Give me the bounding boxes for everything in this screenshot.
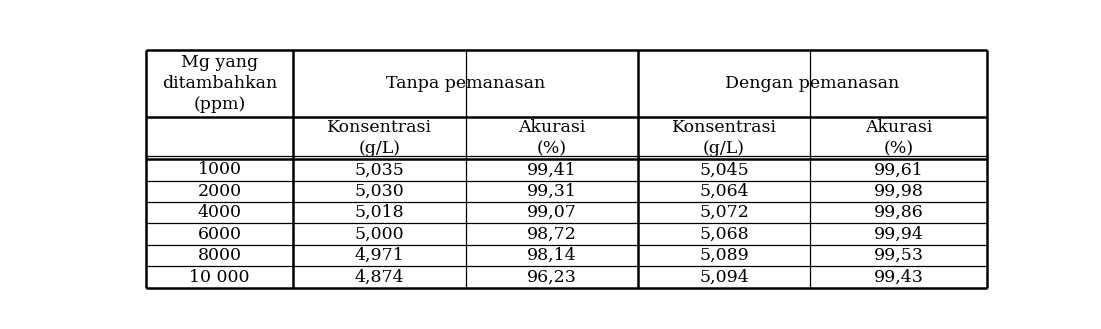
- Text: 5,068: 5,068: [699, 226, 749, 243]
- Text: 5,064: 5,064: [699, 183, 749, 200]
- Text: 99,43: 99,43: [873, 268, 924, 286]
- Text: Dengan pemanasan: Dengan pemanasan: [726, 75, 900, 92]
- Text: 99,86: 99,86: [873, 204, 924, 221]
- Text: 5,045: 5,045: [699, 161, 749, 178]
- Text: 98,72: 98,72: [526, 226, 577, 243]
- Text: 4,971: 4,971: [355, 247, 404, 264]
- Text: 5,072: 5,072: [699, 204, 749, 221]
- Text: 99,98: 99,98: [873, 183, 924, 200]
- Text: 99,53: 99,53: [873, 247, 924, 264]
- Text: 6000: 6000: [198, 226, 242, 243]
- Text: 5,094: 5,094: [699, 268, 749, 286]
- Text: Mg yang
ditambahkan
(ppm): Mg yang ditambahkan (ppm): [162, 54, 277, 113]
- Text: Akurasi
(%): Akurasi (%): [517, 119, 586, 157]
- Text: 1000: 1000: [198, 161, 242, 178]
- Text: 8000: 8000: [198, 247, 242, 264]
- Text: 4000: 4000: [198, 204, 242, 221]
- Text: 99,94: 99,94: [873, 226, 924, 243]
- Text: 10 000: 10 000: [189, 268, 250, 286]
- Text: Akurasi
(%): Akurasi (%): [864, 119, 933, 157]
- Text: Konsentrasi
(g/L): Konsentrasi (g/L): [672, 119, 776, 157]
- Text: Konsentrasi
(g/L): Konsentrasi (g/L): [327, 119, 432, 157]
- Text: 98,14: 98,14: [527, 247, 577, 264]
- Text: 5,030: 5,030: [355, 183, 404, 200]
- Text: Tanpa pemanasan: Tanpa pemanasan: [386, 75, 545, 92]
- Text: 5,035: 5,035: [355, 161, 404, 178]
- Text: 2000: 2000: [198, 183, 242, 200]
- Text: 99,61: 99,61: [873, 161, 924, 178]
- Text: 4,874: 4,874: [355, 268, 404, 286]
- Text: 96,23: 96,23: [526, 268, 577, 286]
- Text: 5,089: 5,089: [699, 247, 749, 264]
- Text: 5,018: 5,018: [355, 204, 404, 221]
- Text: 99,41: 99,41: [526, 161, 577, 178]
- Text: 99,07: 99,07: [526, 204, 577, 221]
- Text: 5,000: 5,000: [355, 226, 404, 243]
- Text: 99,31: 99,31: [526, 183, 577, 200]
